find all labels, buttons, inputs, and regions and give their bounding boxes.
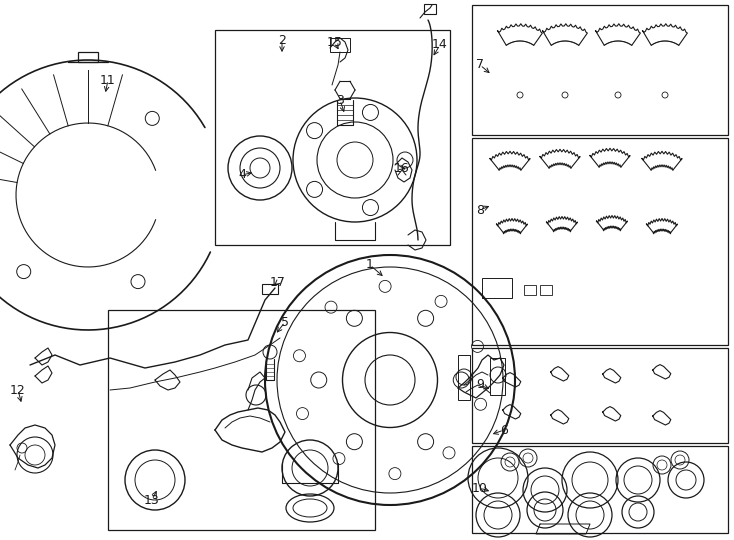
Text: 7: 7 <box>476 58 484 71</box>
Bar <box>424 4 436 14</box>
Bar <box>108 310 375 530</box>
Text: 9: 9 <box>476 379 484 392</box>
Bar <box>482 278 512 298</box>
Bar <box>472 348 728 443</box>
Text: 4: 4 <box>238 168 246 181</box>
Bar <box>472 5 728 135</box>
Text: 15: 15 <box>327 37 343 50</box>
Text: 1: 1 <box>366 259 374 272</box>
Bar <box>458 355 470 400</box>
Bar <box>78 52 98 62</box>
Text: 16: 16 <box>394 161 410 174</box>
Text: 12: 12 <box>10 383 26 396</box>
Text: 8: 8 <box>476 204 484 217</box>
Bar <box>540 285 552 295</box>
Text: 14: 14 <box>432 38 448 51</box>
Text: 6: 6 <box>500 423 508 436</box>
Bar <box>262 284 278 294</box>
Bar <box>490 358 505 395</box>
Text: 11: 11 <box>100 73 116 86</box>
Text: 5: 5 <box>281 315 289 328</box>
Text: 3: 3 <box>336 93 344 106</box>
Bar <box>330 38 350 52</box>
Bar <box>215 30 450 245</box>
Text: 10: 10 <box>472 482 488 495</box>
Text: 17: 17 <box>270 275 286 288</box>
Bar <box>472 446 728 533</box>
Bar <box>472 138 728 345</box>
Text: 2: 2 <box>278 33 286 46</box>
Bar <box>524 285 536 295</box>
Text: 13: 13 <box>144 494 160 507</box>
